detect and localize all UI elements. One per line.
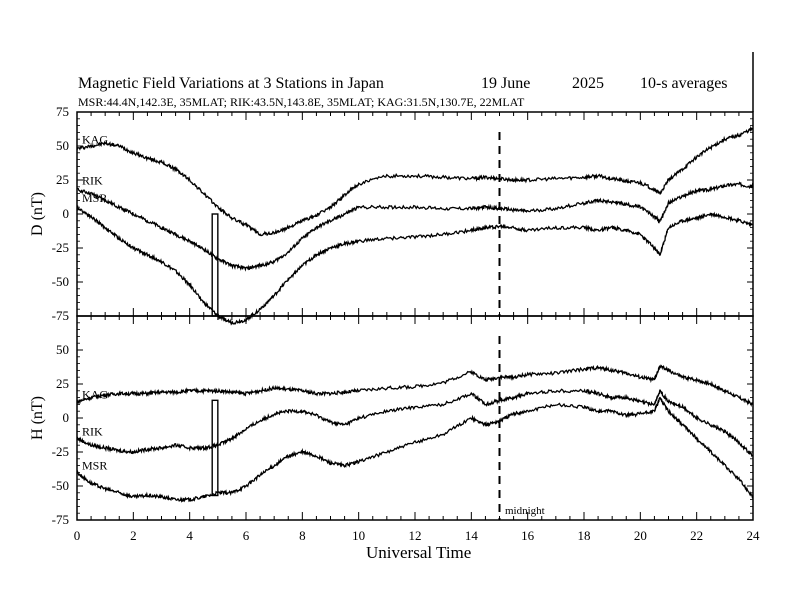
series-line-D-msr <box>76 205 754 326</box>
panels: 75 50 25 0 -25 -50 -75 D (nT) KAG RIK MSR 50 25 0 -25 -… <box>29 52 760 543</box>
y-tick-label-D: 0 <box>63 206 70 221</box>
x-tick-label: 24 <box>747 528 761 543</box>
y-tick-label-H: 0 <box>63 410 70 425</box>
y-tick-label-H: -25 <box>52 444 69 459</box>
y-tick-label-H: 25 <box>56 376 69 391</box>
series-line-D-kag <box>76 125 754 237</box>
x-tick-label: 12 <box>409 528 422 543</box>
chart-title: Magnetic Field Variations at 3 Stations … <box>78 75 384 92</box>
y-tick-label-D: -50 <box>52 274 69 289</box>
series-label-D-msr: MSR <box>82 191 107 205</box>
y-tick-label-D: -25 <box>52 240 69 255</box>
x-tick-label: 6 <box>243 528 250 543</box>
x-tick-label: 16 <box>521 528 535 543</box>
x-tick-label: 18 <box>578 528 591 543</box>
series-line-H-kag <box>76 364 754 407</box>
series-label-H-kag: KAG <box>82 388 108 402</box>
y-tick-label-D: 50 <box>56 138 69 153</box>
series-label-D-kag: KAG <box>82 133 108 147</box>
station-coordinates: MSR:44.4N,142.3E, 35MLAT; RIK:43.5N,143.… <box>78 95 525 109</box>
y-tick-label-D: 25 <box>56 172 69 187</box>
y-axis-label-D: D (nT) <box>29 192 46 236</box>
series-line-H-msr <box>76 396 754 504</box>
x-tick-label: 2 <box>130 528 137 543</box>
chart-averaging: 10-s averages <box>640 75 728 92</box>
chart-date: 19 June <box>481 75 530 92</box>
x-axis-label: Universal Time <box>366 543 471 562</box>
midnight-label: midnight <box>505 505 545 517</box>
y-tick-label-D: -75 <box>52 308 69 323</box>
x-tick-label: 10 <box>352 528 365 543</box>
y-tick-label-H: 50 <box>56 342 69 357</box>
x-tick-label: 20 <box>634 528 647 543</box>
panel-frame-H <box>76 315 754 521</box>
x-tick-label: 4 <box>186 528 193 543</box>
x-tick-label: 14 <box>465 528 479 543</box>
y-tick-label-H: -75 <box>52 512 69 527</box>
chart-year: 2025 <box>572 75 604 92</box>
x-tick-label: 22 <box>690 528 703 543</box>
data-gap-H <box>211 399 219 497</box>
series-label-H-rik: RIK <box>82 424 103 438</box>
series-label-D-rik: RIK <box>82 174 103 188</box>
y-axis-label-H: H (nT) <box>29 396 46 440</box>
data-gap-D <box>211 213 219 317</box>
x-tick-label: 8 <box>299 528 306 543</box>
x-tick-label: 0 <box>74 528 81 543</box>
series-line-D-rik <box>76 181 754 272</box>
series-label-H-msr: MSR <box>82 458 107 472</box>
y-tick-label-H: -50 <box>52 478 69 493</box>
series-line-H-rik <box>76 388 754 458</box>
y-tick-label-D: 75 <box>56 104 69 119</box>
